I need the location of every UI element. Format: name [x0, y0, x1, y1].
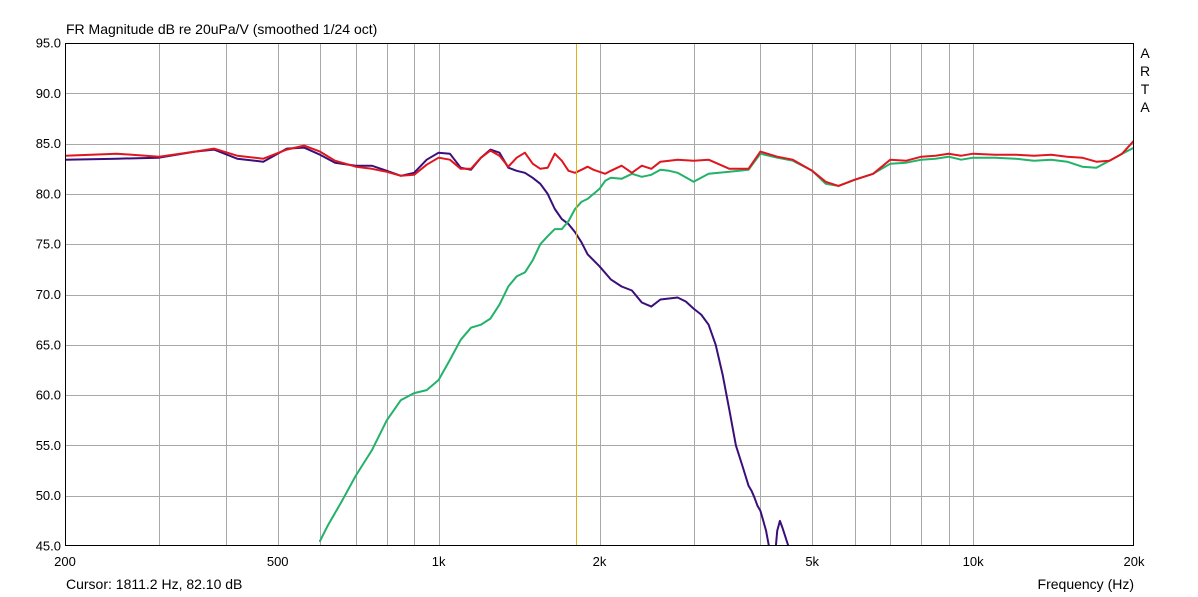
brand-letter: R [1139, 63, 1151, 79]
x-tick-label: 5k [805, 554, 819, 569]
x-tick-label: 200 [54, 554, 76, 569]
brand-letter: T [1140, 81, 1150, 97]
series-line-2 [65, 139, 1134, 187]
y-tick-label: 45.0 [36, 539, 61, 554]
x-tick-label: 1k [432, 554, 446, 569]
y-tick-label: 80.0 [36, 186, 61, 201]
series-line-0 [65, 146, 790, 546]
y-tick-label: 65.0 [36, 337, 61, 352]
x-axis-label: Frequency (Hz) [1037, 576, 1134, 592]
cursor-readout: Cursor: 1811.2 Hz, 82.10 dB [66, 576, 243, 592]
series-group [65, 139, 1134, 546]
brand-letter: A [1140, 99, 1150, 115]
x-tick-label: 10k [963, 554, 984, 569]
x-tick-label: 2k [593, 554, 607, 569]
plot-frame [65, 43, 1134, 546]
grid-lines [65, 43, 1134, 546]
x-tick-label: 500 [267, 554, 289, 569]
brand-letter: A [1140, 45, 1150, 61]
chart-title: FR Magnitude dB re 20uPa/V (smoothed 1/2… [66, 21, 378, 37]
y-tick-label: 70.0 [36, 287, 61, 302]
y-tick-label: 95.0 [36, 36, 61, 51]
x-tick-label: 20k [1124, 554, 1145, 569]
series-line-1 [319, 146, 1134, 542]
y-tick-label: 90.0 [36, 86, 61, 101]
y-tick-label: 50.0 [36, 488, 61, 503]
y-tick-label: 55.0 [36, 438, 61, 453]
y-tick-label: 60.0 [36, 388, 61, 403]
y-tick-label: 85.0 [36, 136, 61, 151]
y-tick-label: 75.0 [36, 237, 61, 252]
arta-brand-label: A R T A [1139, 44, 1151, 116]
